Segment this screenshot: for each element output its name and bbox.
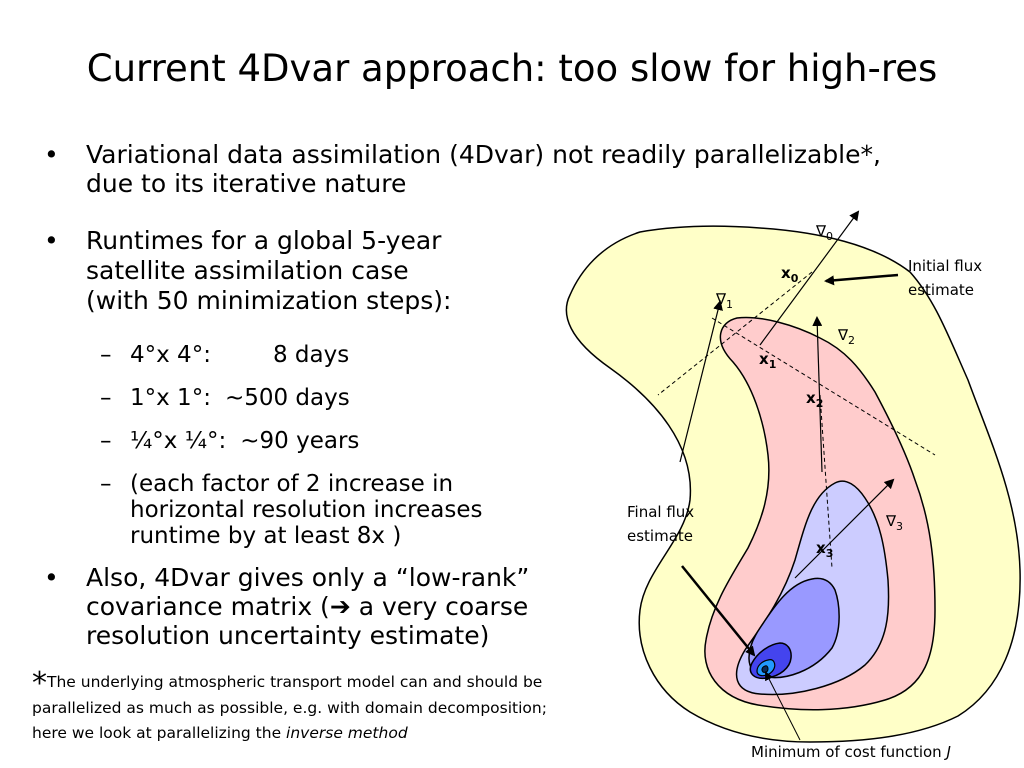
minimum-label: Minimum of cost function J [751, 743, 951, 761]
footnote-emphasis: inverse method [286, 724, 408, 742]
gradient-arrow-2 [812, 316, 823, 473]
search-line-2 [819, 394, 833, 569]
runtime-resolution: 1°x 1°: [130, 385, 211, 411]
bullet-line: Variational data assimilation (4Dvar) no… [86, 140, 881, 169]
runtime-duration: 8 days [272, 342, 350, 368]
gradient-arrow-3 [794, 478, 895, 579]
search-line-1 [711, 317, 936, 456]
final-flux-arrow [681, 565, 756, 657]
minimum-pointer [765, 671, 801, 741]
runtime-resolution: ¼°x ¼°: [130, 428, 227, 454]
runtime-note-line: horizontal resolution increases [130, 497, 483, 523]
bullet-line: a very coarse [358, 592, 529, 621]
footnote: *The underlying atmospheric transport mo… [32, 669, 672, 746]
runtime-resolution: 4°x 4°: [130, 342, 211, 368]
nabla-label-2: ∇2 [837, 326, 855, 347]
nabla-label-0: ∇0 [815, 222, 833, 243]
footnote-line: parallelized as much as possible, e.g. w… [32, 699, 547, 717]
runtime-duration: ~500 days [224, 385, 350, 411]
bullet-line: Runtimes for a global 5-year [86, 226, 442, 255]
dash-glyph: – [100, 471, 112, 497]
final-flux-label: Final flux [627, 503, 694, 521]
bullet-dot: • [44, 140, 59, 169]
nabla-label-3: ∇3 [885, 512, 903, 533]
x-label-3: x3 [816, 539, 833, 560]
runtime-duration: ~90 years [240, 428, 360, 454]
initial-flux-label: estimate [908, 281, 974, 299]
bullet-line: covariance matrix ( [86, 592, 330, 621]
runtime-note-line: (each factor of 2 increase in [130, 471, 454, 497]
bullet-line: resolution uncertainty estimate) [86, 621, 490, 650]
gradient-arrow-1 [679, 300, 723, 463]
bullet-dot: • [44, 563, 59, 592]
dash-glyph: – [100, 342, 112, 368]
bullet-line: due to its iterative nature [86, 169, 407, 198]
runtime-note-line: runtime by at least 8x ) [130, 523, 402, 549]
x-label-1: x1 [759, 350, 776, 371]
footnote-star: * [32, 666, 47, 701]
initial-flux-label: Initial flux [908, 257, 982, 275]
contour-minimum [761, 665, 769, 673]
x-label-2: x2 [806, 389, 823, 410]
slide-title: Current 4Dvar approach: too slow for hig… [86, 47, 938, 90]
gradient-arrow-0 [759, 210, 860, 346]
bullet-dot: • [44, 226, 59, 255]
dash-glyph: – [100, 385, 112, 411]
x-label-0: x0 [781, 264, 799, 285]
bullet-line: satellite assimilation case [86, 256, 409, 285]
initial-flux-arrow [824, 273, 899, 286]
nabla-label-1: ∇1 [715, 290, 733, 311]
final-flux-label: estimate [627, 527, 693, 545]
footnote-line: here we look at parallelizing the [32, 724, 287, 742]
bullet-line: Also, 4Dvar gives only a “low-rank” [86, 563, 530, 592]
bullet-line: (with 50 minimization steps): [86, 286, 452, 315]
right-arrow-icon: ➔ [329, 592, 351, 621]
search-line-0 [657, 271, 813, 396]
dash-glyph: – [100, 428, 112, 454]
footnote-line: The underlying atmospheric transport mod… [47, 673, 543, 691]
